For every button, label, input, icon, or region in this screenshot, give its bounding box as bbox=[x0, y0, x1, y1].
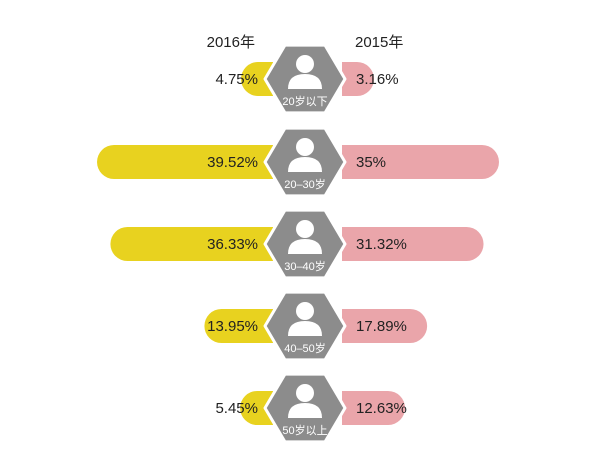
person-icon bbox=[288, 55, 322, 89]
bar-2015-3 bbox=[342, 309, 428, 343]
bar-2015-0 bbox=[342, 62, 374, 96]
legend-2016: 2016年 bbox=[207, 34, 255, 51]
value-2016-4: 5.45% bbox=[215, 400, 258, 417]
value-2015-2: 31.32% bbox=[356, 236, 407, 253]
value-2015-0: 3.16% bbox=[356, 71, 399, 88]
value-2015-1: 35% bbox=[356, 154, 386, 171]
bar-2016-2 bbox=[110, 227, 273, 261]
person-icon bbox=[288, 138, 322, 172]
value-2015-4: 12.63% bbox=[356, 400, 407, 417]
age-label-1: 20–30岁 bbox=[284, 177, 326, 191]
bar-2015-1 bbox=[342, 145, 499, 179]
value-2016-2: 36.33% bbox=[207, 236, 258, 253]
age-label-0: 20岁以下 bbox=[282, 94, 327, 108]
bar-2016-1 bbox=[97, 145, 274, 179]
chart-rows: 20岁以下 4.75% 3.16% 20–30岁 39.52% 35% 30–40岁 36.3… bbox=[97, 43, 499, 444]
bar-2016-3 bbox=[204, 309, 273, 343]
age-label-4: 50岁以上 bbox=[282, 423, 327, 437]
value-2016-0: 4.75% bbox=[215, 71, 258, 88]
age-label-2: 30–40岁 bbox=[284, 259, 326, 273]
age-label-3: 40–50岁 bbox=[284, 341, 326, 355]
person-icon bbox=[288, 302, 322, 336]
person-icon bbox=[288, 220, 322, 254]
bar-2016-4 bbox=[240, 391, 273, 425]
bar-2016-0 bbox=[241, 62, 273, 96]
bar-2015-4 bbox=[342, 391, 406, 425]
person-icon bbox=[288, 384, 322, 418]
value-2015-3: 17.89% bbox=[356, 318, 407, 335]
legend-2015: 2015年 bbox=[355, 34, 403, 51]
value-2016-1: 39.52% bbox=[207, 154, 258, 171]
bar-2015-2 bbox=[342, 227, 484, 261]
value-2016-3: 13.95% bbox=[207, 318, 258, 335]
